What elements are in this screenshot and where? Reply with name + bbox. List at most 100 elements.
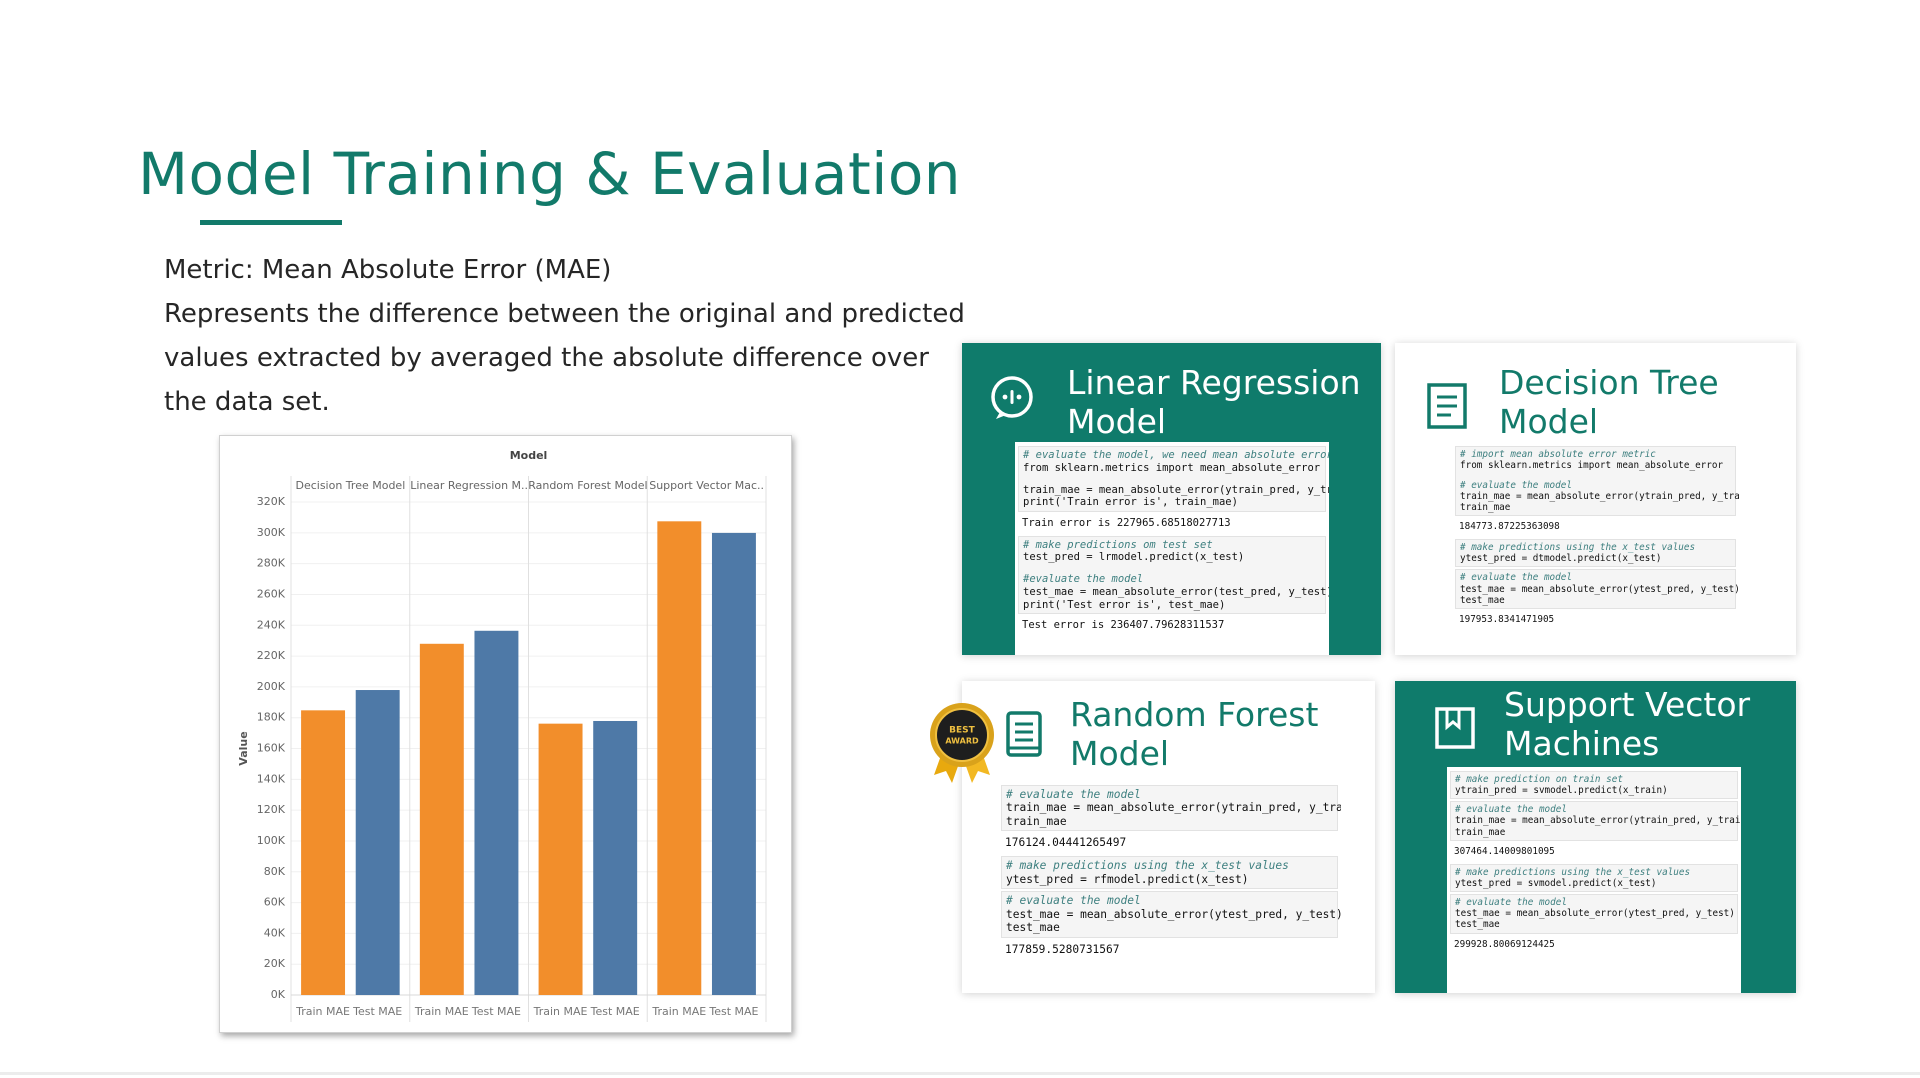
y-tick-label: 60K: [264, 896, 286, 909]
code-block: # make predictions om test set test_pred …: [1023, 539, 1321, 564]
title-underline: [200, 220, 342, 225]
icon: [1435, 707, 1475, 749]
code-block: train_mae = mean_absolute_error(ytrain_p…: [1023, 484, 1329, 509]
code-line: test_mae = mean_absolute_error(test_pred…: [1023, 586, 1329, 599]
bar: [538, 723, 583, 995]
y-axis-title: Value: [237, 731, 250, 765]
y-tick-label: 300K: [257, 526, 286, 539]
x-tick-label: Test MAE: [352, 1005, 402, 1018]
description-line: Represents the difference between the or…: [164, 299, 965, 329]
code-output: 197953.8341471905: [1459, 613, 1555, 625]
code-line: # evaluate the model: [1455, 804, 1567, 816]
code-block: # make predictions using the x_test valu…: [1006, 859, 1333, 886]
description-line: values extracted by averaged the absolut…: [164, 343, 929, 373]
code-line: ytest_pred = svmodel.predict(x_test): [1455, 877, 1657, 889]
code-line: ytest_pred = dtmodel.predict(x_test): [1460, 553, 1662, 565]
code-block: # evaluate the model test_mae = mean_abso…: [1455, 897, 1735, 931]
chart: Model Value 0K 20K 40K 60K 80K 100K 120K 140K 160K…: [237, 449, 767, 1022]
facet-header: Support Vector Mac..: [649, 479, 764, 492]
code-cell: # evaluate the model test_mae = mean_abso…: [1001, 891, 1341, 938]
code-line: train_mae = mean_absolute_error(ytrain_p…: [1460, 490, 1739, 502]
bar: [355, 690, 400, 995]
code-block: # evaluate the model test_mae = mean_abso…: [1460, 572, 1739, 606]
badge-core: [935, 708, 989, 762]
badge-text: AWARD: [945, 737, 979, 746]
award-badge: BEST AWARD: [930, 703, 994, 783]
footer-line: [0, 1072, 1920, 1075]
y-tick-label: 80K: [264, 865, 286, 878]
description: Metric: Mean Absolute Error (MAE) Represe…: [164, 248, 965, 424]
code-line: print('Train error is', train_mae): [1023, 496, 1238, 509]
code-block: # evaluate the model train_mae = mean_abs…: [1455, 804, 1741, 837]
code-block: # make predictions using the x_test valu…: [1460, 542, 1731, 564]
code-line: ytrain_pred = svmodel.predict(x_train): [1455, 785, 1668, 797]
code-line: ytest_pred = rfmodel.predict(x_test): [1006, 872, 1249, 886]
code-output: 184773.87225363098: [1459, 521, 1560, 533]
bar: [301, 710, 346, 995]
code-block: #evaluate the model test_mae = mean_absol…: [1023, 573, 1329, 611]
code-cell: # evaluate the model, we need mean absol…: [1018, 446, 1329, 512]
code-line: test_mae = mean_absolute_error(ytest_pre…: [1006, 907, 1341, 921]
model-card: Linear Regression Model # evaluate the mod…: [962, 343, 1381, 655]
code-snippet: # evaluate the model train_mae = mean_abs…: [998, 781, 1341, 993]
card-title-line: Random Forest: [1070, 695, 1319, 734]
x-tick-label: Test MAE: [590, 1005, 640, 1018]
y-tick-label: 120K: [257, 803, 286, 816]
code-line: test_mae: [1460, 594, 1505, 606]
card-icon: [990, 375, 1036, 427]
chart-frame: Model Value 0K 20K 40K 60K 80K 100K 120K 140K 160K…: [219, 435, 792, 1033]
code-line: # evaluate the model: [1460, 572, 1572, 584]
code-line: test_mae: [1455, 919, 1500, 931]
code-cell: # evaluate the model train_mae = mean_abs…: [1450, 801, 1741, 841]
code-cell: # make predictions om test set test_pred …: [1018, 535, 1329, 615]
bar: [419, 643, 464, 995]
code-line: train_mae = mean_absolute_error(ytrain_p…: [1455, 815, 1741, 827]
card-title: Support Vector Machines: [1504, 685, 1750, 763]
x-tick-label: Train MAE: [651, 1005, 706, 1018]
y-tick-label: 320K: [257, 495, 286, 508]
card-title: Linear Regression Model: [1067, 363, 1361, 441]
code-block: # import mean absolute error metric from …: [1460, 449, 1731, 471]
chart-title: Model: [510, 449, 548, 462]
code-line: # evaluate the model, we need mean absol…: [1023, 449, 1329, 461]
code-output: 307464.14009801095: [1454, 845, 1555, 857]
code-block: # evaluate the model, we need mean absol…: [1023, 449, 1329, 474]
bar: [657, 521, 702, 995]
card-title-line: Model: [1067, 402, 1167, 441]
code-block: # make prediction on train set ytrain_pre…: [1455, 774, 1733, 796]
y-tick-label: 260K: [257, 587, 286, 600]
code-output: 176124.04441265497: [1005, 836, 1127, 850]
slide-title: Model Training & Evaluation: [138, 140, 962, 208]
card-title-line: Model: [1070, 734, 1170, 773]
code-line: train_mae = mean_absolute_error(ytrain_p…: [1006, 801, 1341, 815]
code-cell: # evaluate the model test_mae = mean_abso…: [1455, 569, 1739, 609]
code-snippet: # evaluate the model, we need mean absol…: [1015, 442, 1329, 655]
code-output: 177859.5280731567: [1005, 942, 1120, 956]
code-output: Train error is 227965.68518027713: [1022, 516, 1231, 529]
code-cell: # evaluate the model train_mae = mean_abs…: [1001, 785, 1341, 832]
card-icon: [1425, 383, 1471, 435]
code-line: # evaluate the model: [1455, 897, 1567, 909]
code-block: # make predictions using the x_test valu…: [1455, 867, 1733, 889]
code-cell: # import mean absolute error metric from …: [1455, 446, 1739, 517]
y-tick-label: 180K: [257, 711, 286, 724]
y-tick-label: 220K: [257, 649, 286, 662]
model-card: Random Forest Model # evaluate the model tr…: [962, 681, 1375, 993]
code-line: # make prediction on train set: [1455, 774, 1623, 785]
icon: [1006, 711, 1042, 757]
card-title-line: Model: [1499, 402, 1599, 441]
y-tick-label: 280K: [257, 557, 286, 570]
code-cell: # evaluate the model test_mae = mean_abso…: [1450, 894, 1738, 934]
x-tick-label: Train MAE: [414, 1005, 469, 1018]
code-cell: # make predictions using the x_test valu…: [1450, 863, 1738, 893]
code-line: # evaluate the model: [1460, 479, 1572, 491]
facet-header: Decision Tree Model: [295, 479, 405, 492]
code-block: # evaluate the model train_mae = mean_abs…: [1006, 788, 1341, 828]
x-tick-label: Test MAE: [471, 1005, 521, 1018]
card-title-line: Linear Regression: [1067, 363, 1361, 402]
description-line: the data set.: [164, 387, 330, 417]
code-line: from sklearn.metrics import mean_absolut…: [1460, 460, 1724, 472]
x-tick-label: Test MAE: [708, 1005, 758, 1018]
y-tick-label: 40K: [264, 926, 286, 939]
